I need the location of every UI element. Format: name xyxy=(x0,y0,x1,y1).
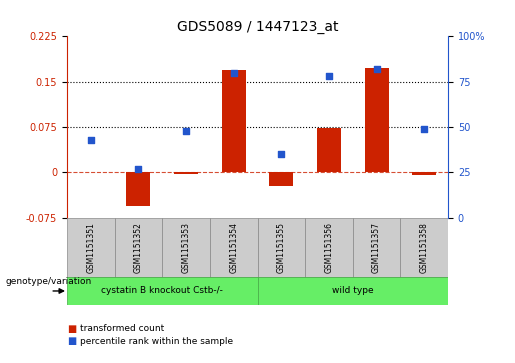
Text: ■: ■ xyxy=(67,323,76,334)
Bar xyxy=(353,218,401,277)
Point xyxy=(420,126,428,132)
Text: cystatin B knockout Cstb-/-: cystatin B knockout Cstb-/- xyxy=(101,286,223,295)
Bar xyxy=(67,218,115,277)
Point xyxy=(87,137,95,143)
Bar xyxy=(174,172,198,174)
Title: GDS5089 / 1447123_at: GDS5089 / 1447123_at xyxy=(177,20,338,34)
Bar xyxy=(114,218,162,277)
Text: wild type: wild type xyxy=(332,286,373,295)
Bar xyxy=(67,277,258,305)
Bar xyxy=(222,70,246,172)
Bar xyxy=(258,277,448,305)
Bar xyxy=(162,218,210,277)
Point xyxy=(230,70,238,76)
Text: GSM1151352: GSM1151352 xyxy=(134,222,143,273)
Point xyxy=(182,128,190,134)
Bar xyxy=(401,218,448,277)
Text: GSM1151358: GSM1151358 xyxy=(420,222,428,273)
Text: GSM1151356: GSM1151356 xyxy=(324,222,333,273)
Text: GSM1151355: GSM1151355 xyxy=(277,222,286,273)
Bar xyxy=(210,218,258,277)
Text: percentile rank within the sample: percentile rank within the sample xyxy=(80,337,233,346)
Bar xyxy=(365,68,388,172)
Bar xyxy=(258,218,305,277)
Point xyxy=(372,66,381,72)
Text: transformed count: transformed count xyxy=(80,324,164,333)
Text: GSM1151357: GSM1151357 xyxy=(372,222,381,273)
Bar xyxy=(317,128,341,172)
Point xyxy=(325,73,333,79)
Bar xyxy=(127,172,150,206)
Bar xyxy=(269,172,293,186)
Text: GSM1151353: GSM1151353 xyxy=(182,222,191,273)
Bar xyxy=(305,218,353,277)
Text: genotype/variation: genotype/variation xyxy=(5,277,91,286)
Point xyxy=(134,166,143,172)
Point xyxy=(277,151,285,157)
Bar xyxy=(413,172,436,175)
Text: ■: ■ xyxy=(67,336,76,346)
Text: GSM1151351: GSM1151351 xyxy=(87,222,95,273)
Text: GSM1151354: GSM1151354 xyxy=(229,222,238,273)
